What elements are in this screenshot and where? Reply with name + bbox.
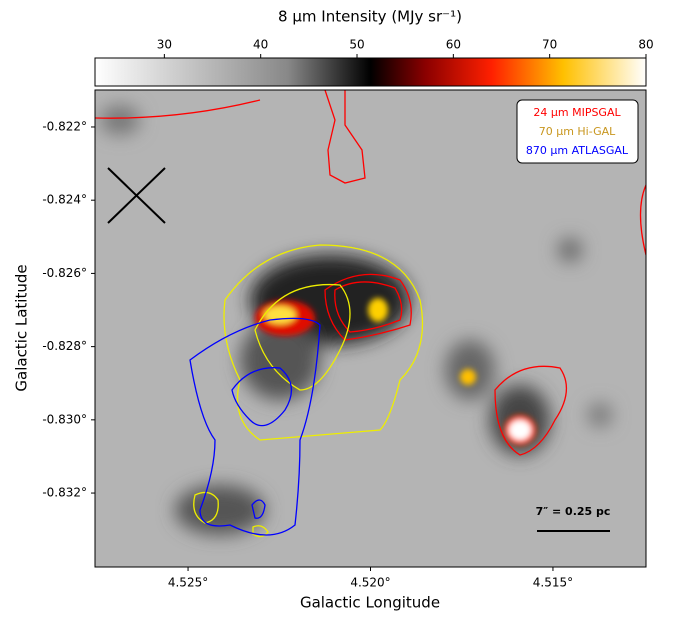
- y-tick-label: -0.832°: [42, 486, 87, 500]
- y-tick-label: -0.824°: [42, 193, 87, 207]
- scale-bar-label: 7″ = 0.25 pc: [536, 505, 611, 518]
- x-tick-label: 4.515°: [533, 576, 573, 590]
- colorbar-tick-label: 60: [446, 38, 461, 52]
- x-tick-label: 4.525°: [168, 576, 208, 590]
- colorbar-tick-label: 30: [157, 38, 172, 52]
- figure: 8 μm Intensity (MJy sr⁻¹): [0, 0, 673, 614]
- x-tick-label: 4.520°: [350, 576, 390, 590]
- y-axis-label: Galactic Latitude: [13, 264, 31, 391]
- legend-entry: 870 μm ATLASGAL: [526, 144, 629, 157]
- colorbar-tick-label: 40: [253, 38, 268, 52]
- y-tick-label: -0.828°: [42, 339, 87, 353]
- colorbar-tick-label: 70: [542, 38, 557, 52]
- legend-entry: 70 μm Hi-GAL: [539, 125, 616, 138]
- y-tick-label: -0.822°: [42, 119, 87, 133]
- colorbar-label: 8 μm Intensity (MJy sr⁻¹): [278, 8, 462, 26]
- y-tick-label: -0.826°: [42, 266, 87, 280]
- colorbar-tick-label: 50: [349, 38, 364, 52]
- legend-entry: 24 μm MIPSGAL: [533, 106, 621, 119]
- colorbar: [95, 58, 646, 86]
- y-tick-label: -0.830°: [42, 412, 87, 426]
- x-axis-label: Galactic Longitude: [300, 594, 440, 612]
- colorbar-tick-label: 80: [638, 38, 653, 52]
